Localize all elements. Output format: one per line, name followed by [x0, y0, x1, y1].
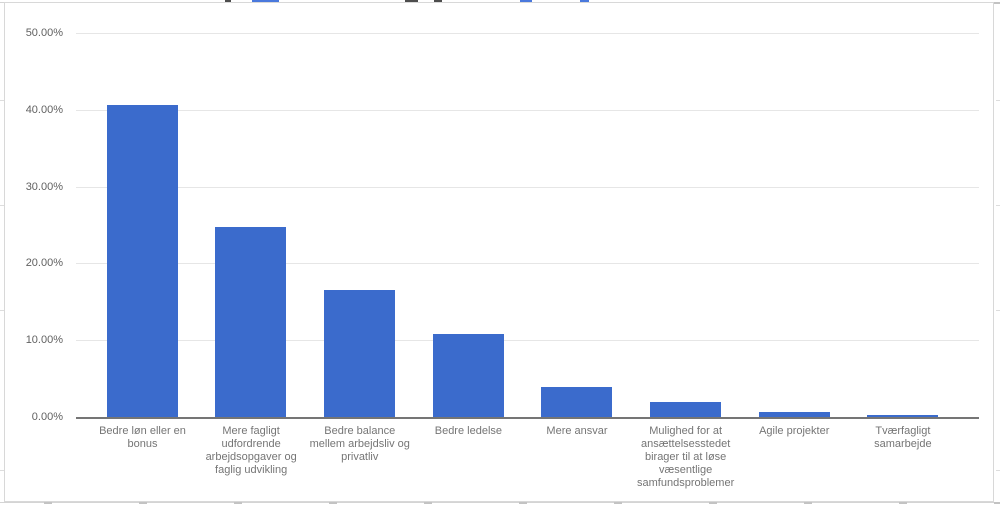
sheet-column-tick [994, 502, 1000, 504]
sheet-column-tick [519, 502, 527, 504]
bar[interactable] [215, 226, 287, 417]
y-tick-label: 10.00% [25, 334, 63, 347]
cropped-text-fragment [434, 0, 442, 2]
sheet-column-tick [329, 502, 337, 504]
sheet-row-tick [996, 470, 1000, 471]
x-axis-baseline [76, 416, 979, 419]
x-tick-label: Tværfagligt samarbejde [874, 425, 932, 450]
sheet-column-tick [234, 502, 242, 504]
sheet-row-tick [996, 100, 1000, 101]
x-tick-label: Mere fagligt udfordrende arbejdsopgaver … [205, 425, 297, 476]
sheet-column-tick [804, 502, 812, 504]
bar[interactable] [324, 290, 396, 417]
sheet-column-tick [44, 502, 52, 504]
sheet-row-gridline-bottom [0, 502, 1000, 503]
sheet-column-tick [709, 502, 717, 504]
bar[interactable] [649, 401, 721, 417]
y-tick-label: 0.00% [31, 411, 63, 423]
cropped-text-fragment [252, 0, 279, 2]
y-tick-label: 50.00% [25, 27, 63, 39]
bar[interactable] [758, 412, 830, 417]
bar[interactable] [541, 387, 613, 417]
bar[interactable] [106, 105, 178, 417]
x-tick-label: Agile projekter [759, 425, 830, 437]
sheet-row-tick [0, 205, 4, 206]
sheet-column-tick [899, 502, 907, 504]
y-tick-label: 30.00% [25, 180, 63, 193]
x-tick-label: Mere ansvar [546, 425, 608, 437]
bar[interactable] [432, 334, 504, 417]
sheet-column-tick [994, 2, 1000, 4]
sheet-row-tick [996, 205, 1000, 206]
cropped-text-fragment [580, 0, 589, 2]
x-tick-label: Bedre løn eller en bonus [99, 425, 186, 450]
sheet-row-tick [0, 100, 4, 101]
gridline [76, 33, 979, 34]
bar[interactable] [867, 414, 939, 417]
cropped-text-fragment [520, 0, 532, 2]
gridline [76, 340, 979, 342]
gridline [76, 186, 979, 188]
sheet-row-tick [0, 310, 4, 311]
x-tick-label: Bedre ledelse [434, 425, 503, 437]
bar-chart[interactable]: 0.00% 10.00% 20.00% 30.00% 40.00% 50.00% Bedr… [4, 2, 994, 502]
y-tick-label: 20.00% [25, 257, 63, 270]
x-tick-label: Bedre balance mellem arbejdsliv og priva… [309, 425, 410, 463]
y-tick-label: 40.00% [25, 103, 63, 116]
sheet-row-tick [996, 310, 1000, 311]
cropped-text-fragment [405, 0, 418, 2]
cropped-text-fragment [225, 0, 231, 2]
sheet-row-tick [0, 470, 4, 471]
gridline [76, 263, 979, 265]
sheet-column-tick [614, 502, 622, 504]
x-tick-label: Mulighed for at ansættelsesstedet birage… [637, 425, 735, 489]
sheet-column-tick [424, 502, 432, 504]
sheet-column-tick [139, 502, 147, 504]
gridline [76, 109, 979, 111]
